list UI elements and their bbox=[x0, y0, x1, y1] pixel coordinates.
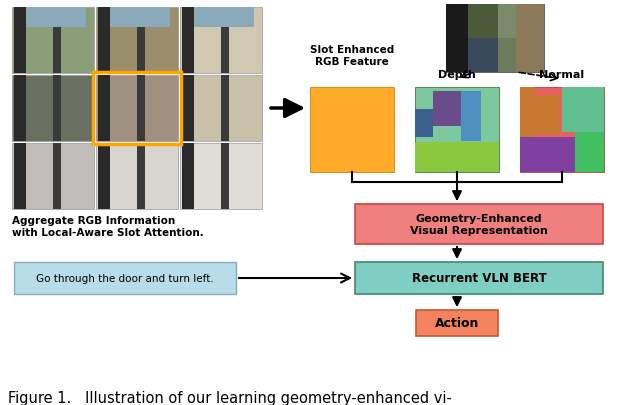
Bar bbox=[14, 262, 236, 294]
Text: Recurrent VLN BERT: Recurrent VLN BERT bbox=[412, 272, 547, 285]
Bar bbox=[182, 144, 194, 209]
Bar bbox=[221, 8, 229, 74]
Bar bbox=[182, 8, 194, 74]
Bar bbox=[516, 5, 544, 73]
Bar bbox=[96, 144, 178, 209]
Bar bbox=[12, 8, 94, 74]
Bar bbox=[433, 92, 461, 127]
Bar bbox=[415, 110, 433, 138]
Text: Go through the door and turn left.: Go through the door and turn left. bbox=[36, 273, 214, 283]
Bar bbox=[14, 8, 26, 74]
Bar bbox=[53, 144, 61, 209]
Bar bbox=[12, 144, 94, 209]
Bar bbox=[535, 96, 560, 136]
Bar bbox=[461, 92, 481, 142]
Bar bbox=[180, 8, 262, 74]
Bar bbox=[415, 143, 499, 173]
Bar bbox=[415, 88, 499, 173]
Text: Aggregate RGB Information
with Local-Aware Slot Attention.: Aggregate RGB Information with Local-Awa… bbox=[12, 215, 204, 237]
Bar bbox=[93, 73, 181, 145]
Bar bbox=[575, 133, 604, 173]
Bar bbox=[98, 76, 110, 142]
Bar bbox=[520, 88, 535, 138]
Bar bbox=[310, 88, 394, 173]
Bar bbox=[520, 138, 604, 173]
Bar bbox=[180, 144, 262, 209]
Bar bbox=[110, 8, 170, 28]
Bar bbox=[14, 144, 26, 209]
Text: Geometry-Enhanced
Visual Representation: Geometry-Enhanced Visual Representation bbox=[410, 214, 548, 235]
Bar bbox=[446, 5, 468, 73]
Bar bbox=[355, 205, 603, 244]
Bar bbox=[53, 76, 61, 142]
Bar bbox=[137, 144, 145, 209]
Text: Slot Enhanced
RGB Feature: Slot Enhanced RGB Feature bbox=[310, 45, 394, 67]
Bar bbox=[498, 5, 516, 39]
Bar bbox=[562, 88, 604, 133]
Bar bbox=[520, 88, 604, 173]
Bar bbox=[194, 8, 254, 28]
Bar bbox=[468, 5, 498, 73]
Bar bbox=[137, 8, 145, 74]
Bar bbox=[355, 262, 603, 294]
Bar bbox=[221, 144, 229, 209]
Bar bbox=[180, 76, 262, 142]
Text: Normal: Normal bbox=[540, 70, 584, 80]
Bar bbox=[53, 8, 61, 74]
Bar bbox=[12, 76, 94, 142]
Bar bbox=[96, 76, 178, 142]
Bar bbox=[221, 76, 229, 142]
Bar bbox=[26, 8, 86, 28]
Bar bbox=[446, 5, 544, 73]
Bar bbox=[98, 144, 110, 209]
Bar bbox=[137, 76, 145, 142]
Bar bbox=[14, 76, 26, 142]
Bar bbox=[468, 39, 498, 73]
Text: Action: Action bbox=[435, 317, 479, 330]
Bar bbox=[98, 8, 110, 74]
Text: Figure 1.   Illustration of our learning geometry-enhanced vi-: Figure 1. Illustration of our learning g… bbox=[8, 390, 452, 405]
Text: Depth: Depth bbox=[438, 70, 476, 80]
Bar bbox=[182, 76, 194, 142]
Bar bbox=[96, 8, 178, 74]
Bar bbox=[416, 310, 498, 336]
